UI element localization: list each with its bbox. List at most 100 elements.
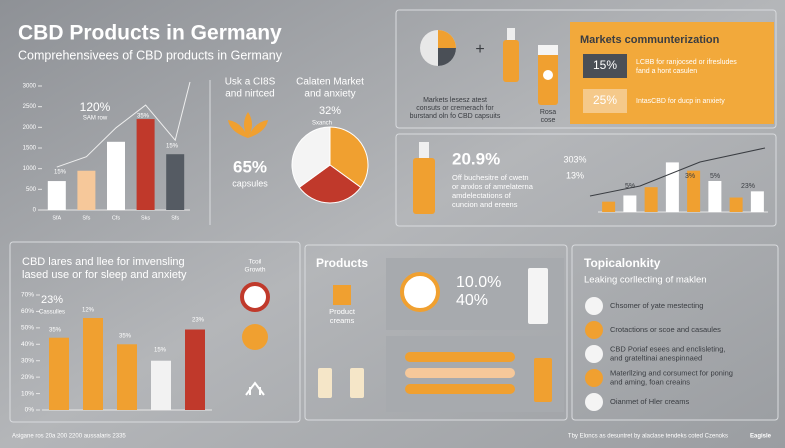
pie-note: Sxanch (312, 121, 332, 127)
topical-subtitle: Leaking corllecting of maklen (584, 275, 707, 286)
annotation: 15% (154, 348, 167, 354)
y-tick-label: 2000 (23, 125, 37, 131)
bar (117, 344, 137, 410)
footer: Tby Eloncs as desuntret by alaclase tend… (568, 434, 728, 440)
bottle-icon (419, 142, 429, 158)
value-box (583, 54, 627, 78)
oil-text: cuncion and ereens (452, 200, 518, 209)
item-icon (585, 321, 603, 339)
annotation: 23% (41, 294, 63, 306)
sleep-text: CBD lares and llee for imvensling (22, 256, 185, 268)
growth-label: Tcoil (248, 259, 262, 266)
item-icon (585, 345, 603, 363)
panel (304, 244, 568, 421)
tube-icon (528, 268, 548, 324)
item-icon (585, 297, 603, 315)
pie-icon (438, 30, 456, 48)
item-text: and aming, foan creains (610, 377, 690, 386)
pie-value: 32% (319, 105, 341, 117)
annotation: 15% (54, 170, 67, 176)
bottle-icon (503, 40, 519, 82)
heading: and nirtced (225, 89, 274, 100)
bar (83, 318, 103, 410)
row-value: 15% (593, 58, 617, 72)
cream-bar (405, 352, 515, 362)
bottle-icon (507, 28, 515, 40)
annotation: 15% (166, 144, 179, 150)
oil-text: amdelectations of (452, 191, 512, 200)
item-text: Chsomer of yate mestecting (610, 301, 703, 310)
item-text: Materllzing and corsumect for poning (610, 368, 733, 377)
annotation: 120% (80, 100, 111, 114)
jar-label: cose (541, 117, 556, 124)
y-tick-label: 20% (21, 374, 34, 381)
bar (166, 154, 185, 210)
y-tick-label: 2500 (23, 104, 37, 110)
bottle-icon (318, 368, 332, 398)
bottle-icon (350, 368, 364, 398)
bar (47, 181, 66, 210)
row-text: IntasCBD for ducp in anxiety (636, 98, 725, 105)
y-tick-label: 500 (26, 187, 37, 193)
drop-icon (543, 70, 553, 80)
item-text: Crotactions or scoe and casaules (610, 325, 721, 334)
item-text: CBD Poriaf esees and enclisleting, (610, 344, 725, 353)
heading: Calaten Market (296, 77, 364, 88)
pie-slice (329, 126, 369, 189)
annotation: 3% (685, 173, 695, 180)
heading: and anxiety (304, 89, 355, 100)
bar (750, 191, 764, 212)
y-tick-label: 50% (21, 325, 34, 332)
item-icon (585, 369, 603, 387)
footer-logo: Eagisle (750, 434, 772, 440)
bar (665, 162, 679, 212)
annotation: 23% (741, 183, 755, 190)
y-tick-label: 60% (21, 308, 34, 315)
panel (395, 9, 777, 129)
hand-icon (400, 272, 440, 312)
y-tick-label: 70% (21, 292, 34, 299)
product-label: Product (329, 307, 356, 316)
item-text: Oianmet of Hler creams (610, 397, 689, 406)
capsules-value: 65% (233, 157, 267, 176)
row-text: LCBB for ranjocsed or ifresludes (636, 59, 737, 66)
row-value: 25% (593, 93, 617, 107)
tag-icon (242, 324, 268, 350)
x-tick-label: Sks (141, 215, 150, 221)
annotation: SAM row (83, 116, 108, 122)
jar-icon (538, 45, 558, 55)
pie-slice (298, 164, 362, 204)
annotation: 303% (563, 154, 586, 164)
bar (77, 170, 96, 210)
product-value: 40% (456, 292, 488, 309)
leaf-icon (228, 112, 268, 138)
item-text: and grateltinai anespinnaed (610, 353, 702, 362)
y-tick-label: 3000 (23, 84, 37, 90)
y-tick-label: 1000 (23, 166, 37, 172)
bar (623, 195, 637, 212)
bar (136, 119, 155, 210)
annotation: 35% (119, 334, 132, 340)
markets-title: Markets communterization (580, 34, 720, 46)
bar (151, 360, 171, 410)
annotation: 23% (192, 318, 205, 324)
plus: + (475, 41, 484, 58)
bottle-icon (413, 158, 435, 214)
products-title: Products (316, 256, 368, 270)
annotation: 5% (710, 173, 720, 180)
bar (602, 201, 616, 212)
cream-bar (405, 384, 515, 394)
arrow-icon (245, 381, 265, 396)
bar (644, 187, 658, 212)
x-tick-label: SfA (52, 215, 61, 221)
row-text: fand a hont casulen (636, 68, 697, 75)
jar-label: Rosa (540, 109, 556, 116)
oil-value: 20.9% (452, 149, 500, 168)
value-box (583, 89, 627, 113)
trend-line (56, 81, 191, 168)
title: CBD Products in Germany (18, 22, 282, 45)
consumer-text: Markets lesesz atest (423, 97, 487, 104)
bar (107, 141, 125, 210)
product-value: 10.0% (456, 274, 501, 291)
